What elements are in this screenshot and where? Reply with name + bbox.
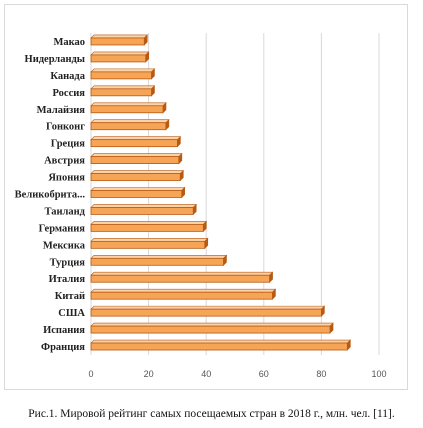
bar-top-face: [90, 204, 197, 208]
category-label: Китай: [55, 291, 85, 302]
bar: [90, 291, 273, 300]
category-label: Турция: [50, 257, 86, 268]
category-label: Испания: [43, 325, 85, 336]
bar-top-face: [90, 102, 167, 107]
x-tick-label: 20: [144, 369, 154, 379]
category-label: Россия: [53, 88, 86, 99]
bar: [90, 88, 152, 97]
bar-top-face: [90, 68, 156, 73]
bar-top-face: [90, 254, 228, 259]
category-label: Греция: [51, 139, 86, 150]
bar-top-face: [90, 271, 274, 276]
bar-top-face: [90, 322, 334, 327]
bar: [90, 325, 331, 334]
bar-top-face: [90, 221, 208, 225]
category-label: США: [58, 308, 85, 319]
bar-top-face: [90, 85, 156, 90]
bar-top-face: [90, 238, 209, 242]
category-label: Канада: [50, 71, 85, 82]
bar-top-face: [90, 119, 170, 124]
category-label: Германия: [39, 223, 86, 234]
category-label: Италия: [49, 274, 86, 285]
bar-top-face: [90, 339, 352, 344]
category-label: Австрия: [44, 156, 85, 167]
bar-top-face: [90, 305, 326, 310]
bar: [90, 257, 224, 266]
bar-chart: 0 20 40 60 80 100 Макао Нидерланды Канада Россия М…: [15, 33, 387, 379]
x-tick-label: 80: [316, 369, 326, 379]
bar-top-face: [90, 187, 186, 191]
bar-top-face: [90, 51, 150, 56]
category-label: Япония: [48, 173, 85, 184]
bar: [90, 105, 164, 114]
bar: [90, 156, 180, 165]
category-label: Малайзия: [37, 105, 86, 116]
bar: [90, 139, 178, 148]
x-tick-label: 40: [201, 369, 211, 379]
bar: [90, 37, 145, 46]
bar-top-face: [90, 136, 182, 140]
figure-caption: Рис.1. Мировой рейтинг самых посещаемых …: [28, 408, 395, 420]
bar: [90, 54, 147, 63]
bar: [90, 223, 204, 232]
category-label: Нидерланды: [25, 54, 85, 65]
bar: [90, 190, 183, 198]
bar-top-face: [90, 34, 149, 39]
bar: [90, 274, 270, 283]
bar: [90, 122, 167, 131]
bar: [90, 308, 322, 317]
bar: [90, 173, 181, 181]
bar: [90, 240, 206, 249]
category-label: Таиланд: [44, 206, 85, 217]
bar-top-face: [90, 288, 277, 293]
category-label: Великобрита...: [15, 190, 86, 201]
chart-frame: 0 20 40 60 80 100 Макао Нидерланды Канада Россия М…: [4, 4, 408, 390]
category-label: Мексика: [43, 240, 86, 251]
bar-top-face: [90, 170, 185, 174]
x-tick-label: 0: [88, 369, 93, 379]
bar: [90, 207, 194, 215]
category-label: Макао: [53, 37, 85, 48]
bar: [90, 71, 152, 80]
category-label: Франция: [41, 342, 85, 353]
x-tick-label: 100: [371, 369, 386, 379]
x-tick-label: 60: [259, 369, 269, 379]
category-label: Гонконг: [46, 122, 85, 133]
bar: [90, 342, 348, 351]
bar-top-face: [90, 153, 183, 157]
